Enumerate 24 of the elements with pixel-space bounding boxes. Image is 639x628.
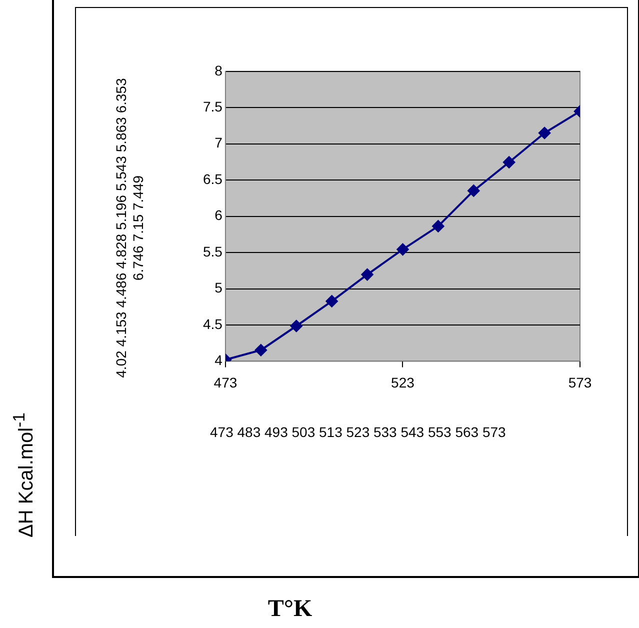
y-tick-label: 4.5 — [202, 316, 223, 332]
point — [290, 320, 302, 332]
y-tick-label: 8 — [214, 62, 223, 78]
y-tick-label: 6.5 — [202, 170, 223, 187]
text: 473 483 493 503 513 523 533 543 553 563 573 — [210, 424, 506, 440]
x-tick-label: 523 — [391, 374, 415, 390]
text: T°K — [268, 596, 312, 623]
point — [538, 126, 551, 139]
point — [468, 184, 480, 197]
y-tick-label: 4 — [214, 352, 223, 368]
text: 4.02 4.153 4.486 4.828 5.196 5.543 5.863 6.353 6.746 7.15 7.449 — [113, 77, 147, 380]
y-tick-label: 6 — [214, 207, 223, 224]
x-tick-label: 473 — [214, 374, 238, 390]
point — [503, 156, 516, 168]
y-tick-label: 5.5 — [202, 243, 223, 260]
x-tick-label: 573 — [568, 374, 592, 390]
point — [254, 344, 267, 356]
y-tick-label: 7 — [214, 134, 223, 151]
y-tick-label: 5 — [214, 280, 223, 296]
y-tick-label: 7.5 — [202, 98, 223, 114]
point — [432, 220, 444, 232]
point — [396, 243, 409, 256]
point — [361, 268, 374, 281]
point — [326, 295, 338, 308]
